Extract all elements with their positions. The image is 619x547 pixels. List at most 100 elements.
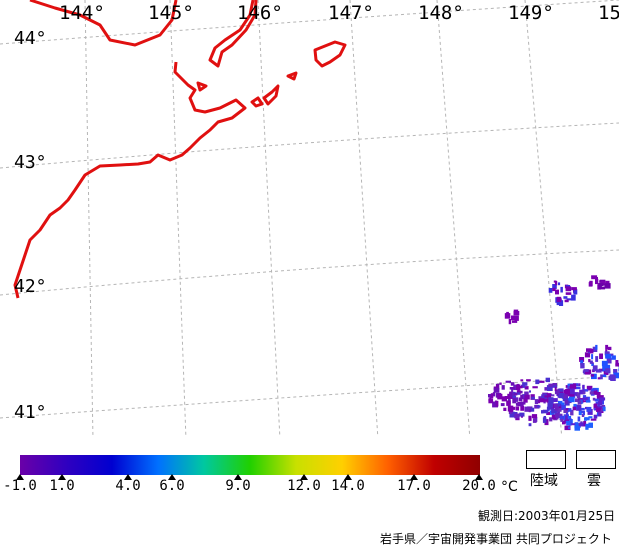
cloud-legend-swatch — [576, 450, 616, 469]
sst-pixel — [586, 348, 592, 352]
sst-pixel — [591, 419, 597, 421]
colorbar-tick-label: 20.0 — [462, 478, 496, 494]
sst-pixel — [586, 407, 591, 412]
sst-pixel — [602, 361, 608, 366]
sst-pixel — [578, 383, 580, 386]
sst-pixel — [569, 418, 572, 420]
sst-pixel — [599, 397, 605, 400]
sst-pixel — [548, 397, 553, 403]
sst-pixel — [578, 400, 582, 404]
sst-pixel — [573, 383, 576, 389]
sst-pixel — [571, 423, 575, 425]
sst-pixel — [595, 399, 600, 402]
sst-pixel — [566, 292, 572, 295]
sst-pixel — [520, 379, 523, 381]
sst-pixel — [593, 365, 598, 371]
sst-pixel — [553, 383, 558, 386]
sst-pixel — [594, 415, 598, 419]
sst-pixel — [583, 392, 586, 394]
sst-pixel — [529, 390, 531, 392]
sst-pixel — [598, 412, 602, 417]
sst-pixel — [605, 368, 610, 372]
sst-pixel — [549, 403, 553, 408]
sst-pixel — [568, 408, 571, 412]
sst-pixel — [502, 396, 507, 401]
sst-pixel — [514, 414, 519, 419]
colorbar-tick-label: 6.0 — [159, 478, 184, 494]
sst-pixel — [503, 408, 506, 411]
sst-pixel — [598, 377, 601, 379]
sst-pixel — [549, 417, 552, 421]
sst-pixel — [506, 381, 511, 383]
longitude-label-150: 15 — [598, 2, 619, 24]
sst-pixel — [559, 393, 564, 398]
sst-pixel — [544, 395, 547, 397]
sst-pixel — [496, 385, 499, 389]
sst-pixel — [560, 287, 563, 293]
sst-pixel — [595, 345, 597, 350]
credit-line: 岩手県／宇宙開発事業団 共同プロジェクト — [380, 530, 612, 547]
sst-pixel — [539, 398, 544, 402]
sst-pixel — [590, 361, 593, 364]
sst-pixel — [615, 363, 619, 366]
sst-pixel — [582, 385, 584, 388]
sst-pixel — [565, 415, 568, 420]
sst-pixel — [548, 384, 552, 387]
sst-pixel — [571, 295, 576, 301]
cloud-legend-label: 雲 — [587, 470, 601, 490]
colorbar-tick-label: 14.0 — [331, 478, 365, 494]
sst-pixel — [511, 316, 515, 321]
sst-pixel — [600, 374, 603, 379]
sst-pixel — [588, 423, 593, 428]
sst-pixel — [491, 393, 494, 398]
sst-pixel — [595, 409, 601, 411]
sst-pixel — [611, 355, 616, 359]
sst-pixel — [546, 378, 550, 382]
sst-pixel — [580, 363, 584, 368]
sst-pixel — [520, 406, 524, 411]
colorbar-tick-label: 17.0 — [397, 478, 431, 494]
sst-pixel — [583, 397, 588, 400]
latitude-label-42: 42° — [14, 276, 47, 297]
sst-pixel — [557, 297, 562, 302]
latitude-label-43: 43° — [14, 152, 47, 173]
sst-pixel — [578, 417, 581, 422]
land-legend-label: 陸域 — [530, 470, 558, 490]
sst-pixel — [558, 403, 561, 406]
sst-pixel — [573, 407, 577, 411]
longitude-label-146: 146° — [237, 2, 283, 24]
map-canvas — [0, 0, 619, 440]
sst-pixel — [554, 281, 557, 283]
longitude-label-145: 145° — [148, 2, 194, 24]
sst-pixel — [512, 398, 516, 403]
sst-pixel — [560, 419, 563, 422]
sst-pixel — [555, 387, 557, 391]
sst-pixel — [543, 410, 548, 414]
sst-pixel — [494, 388, 500, 393]
colorbar-tick-label: -1.0 — [3, 478, 37, 494]
colorbar-tick-label: 4.0 — [115, 478, 140, 494]
sst-pixel — [519, 403, 523, 406]
colorbar-tick-label: 1.0 — [49, 478, 74, 494]
sst-pixel — [511, 382, 515, 386]
longitude-label-149: 149° — [508, 2, 554, 24]
sst-pixel — [526, 379, 531, 381]
sst-pixel — [529, 423, 532, 426]
sst-pixel — [585, 424, 588, 430]
sst-pixel — [601, 287, 606, 290]
sst-pixel — [512, 320, 517, 323]
sst-pixel — [499, 383, 501, 385]
sst-pixel — [531, 408, 535, 412]
sst-pixel — [563, 296, 567, 299]
sst-pixel — [595, 279, 598, 284]
sst-pixel — [532, 386, 537, 388]
sst-pixel — [585, 372, 590, 375]
sst-pixel — [579, 422, 583, 426]
sst-pixel — [514, 393, 518, 395]
sst-pixel — [558, 282, 560, 285]
sst-pixel — [565, 400, 568, 404]
sst-pixel — [586, 400, 591, 403]
sst-pixel — [576, 405, 581, 411]
sst-pixel — [565, 300, 569, 303]
sst-pixel — [594, 391, 598, 394]
